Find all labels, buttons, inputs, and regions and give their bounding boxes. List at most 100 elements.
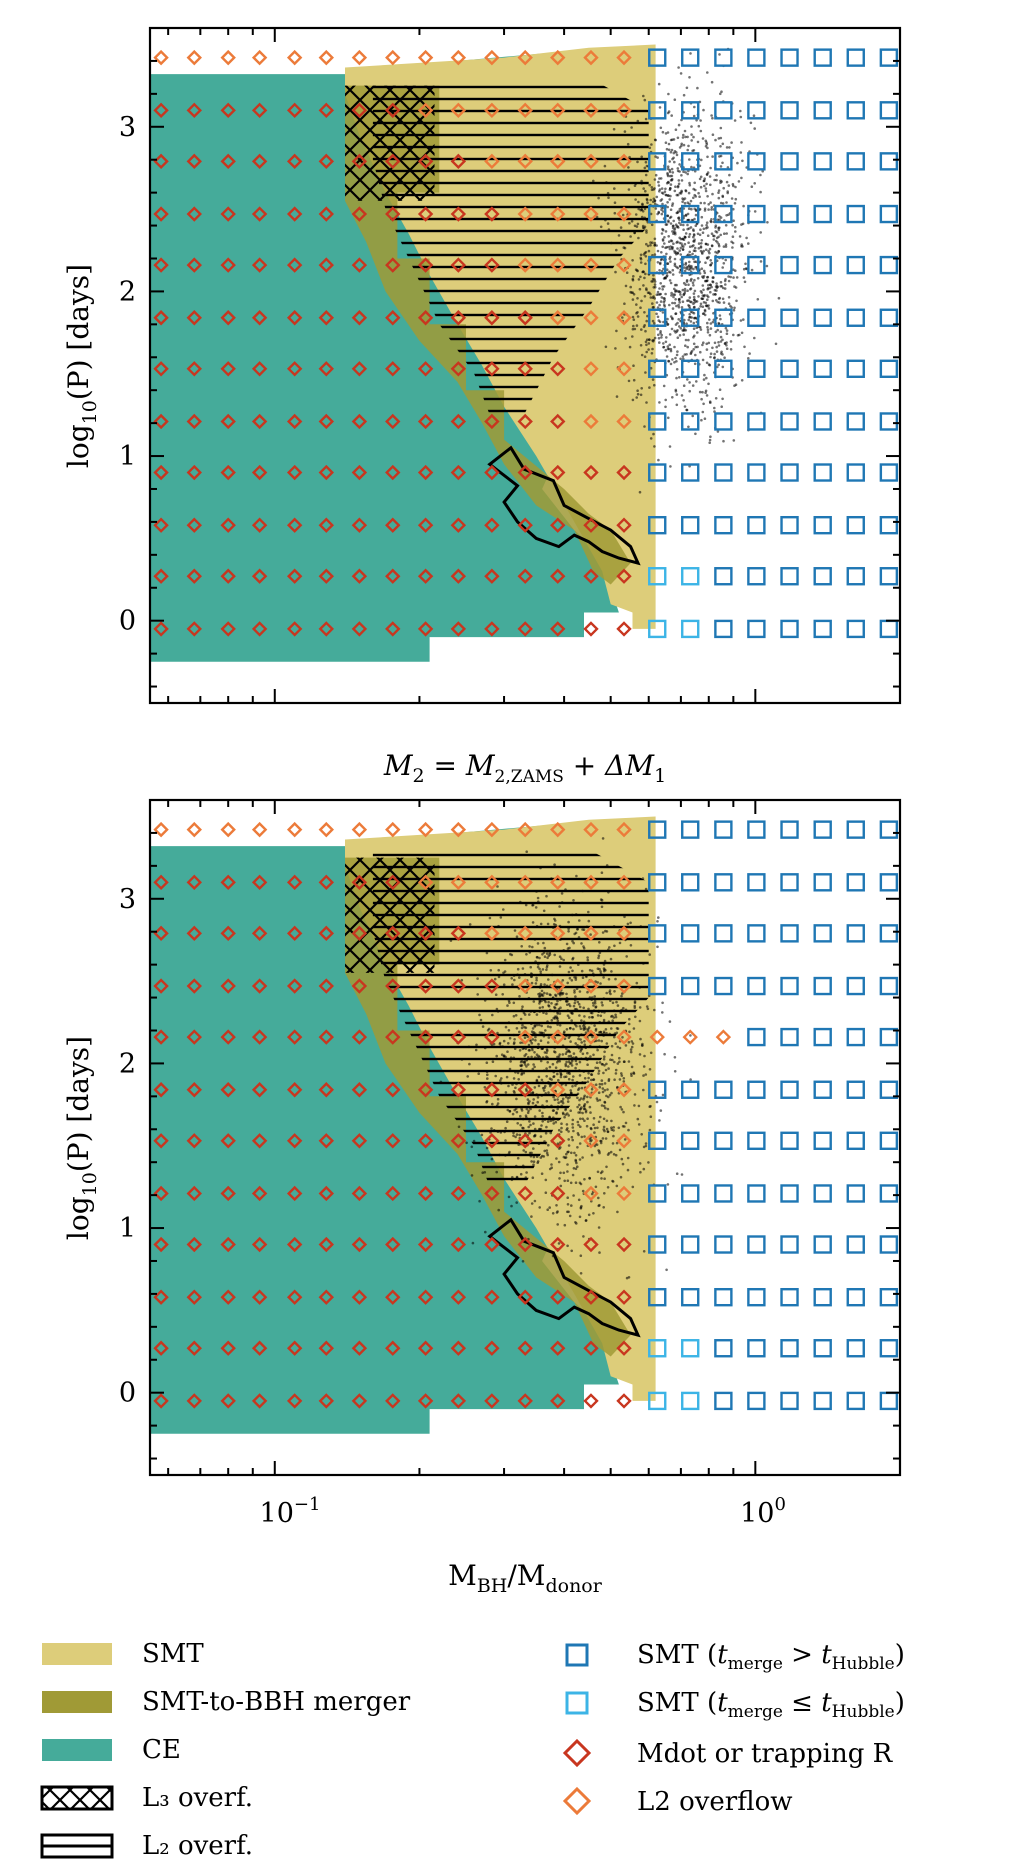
scatter-point [683,405,687,408]
scatter-point [610,1091,613,1095]
grid-diamond-marker [450,413,467,430]
scatter-point [533,1127,537,1131]
grid-square-marker [813,1131,832,1150]
grid-square-marker [681,1339,700,1358]
scatter-point [667,240,671,243]
grid-diamond-marker [220,153,236,170]
scatter-point [666,205,669,209]
scatter-point [561,1082,564,1086]
scatter-point [616,1027,620,1030]
scatter-point [620,1074,624,1077]
grid-diamond-marker [251,49,268,66]
scatter-point [696,277,700,280]
grid-square-marker [813,1027,832,1047]
scatter-point [562,958,565,962]
scatter-point [535,890,538,893]
scatter-point [759,231,762,234]
scatter-point [601,1137,605,1140]
scatter-point [669,183,673,186]
scatter-point [620,994,623,998]
scatter-point [655,293,659,297]
scatter-point [668,343,671,347]
scatter-point [548,1065,552,1069]
scatter-point [689,287,693,290]
scatter-point [701,137,705,140]
scatter-point [532,1000,536,1003]
grid-diamond-marker [417,102,434,119]
scatter-point [712,238,716,241]
scatter-point [481,1025,485,1028]
scatter-point [565,1095,568,1099]
scatter-point [675,304,678,308]
scatter-point [718,388,722,392]
scatter-point [540,1047,543,1051]
scatter-point [555,1157,558,1160]
scatter-point [732,207,735,211]
scatter-point [531,1101,535,1105]
grid-square-marker [780,567,799,586]
scatter-point [513,978,516,982]
scatter-point [711,320,715,324]
scatter-point [528,1106,531,1109]
scatter-point [592,1078,596,1081]
scatter-point [713,410,716,413]
scatter-point [690,300,693,304]
scatter-point [622,1110,625,1114]
scatter-point [538,999,541,1002]
scatter-point [646,1007,650,1011]
scatter-point [646,244,650,248]
scatter-point [599,970,602,973]
scatter-point [558,1012,562,1015]
grid-diamond-marker [417,1029,434,1045]
scatter-point [624,1008,628,1012]
grid-square-marker [681,1235,700,1254]
scatter-point [709,283,712,287]
grid-square-marker [780,924,799,943]
scatter-point [664,292,667,296]
scatter-point [748,352,751,355]
scatter-point [642,1088,645,1092]
scatter-point [742,267,746,271]
scatter-point [532,1063,535,1066]
legend-marker-square-light [565,1691,589,1715]
scatter-point [546,1020,549,1023]
scatter-point [598,1098,602,1102]
scatter-point [689,52,692,55]
scatter-point [659,1109,663,1112]
scatter-point [648,953,651,956]
scatter-point [586,1063,589,1066]
scatter-point [602,969,606,973]
scatter-point [525,953,528,956]
grid-square-marker [846,1131,865,1150]
scatter-point [727,279,731,283]
scatter-point [576,1120,580,1124]
grid-square-marker [780,1235,799,1254]
grid-diamond-marker [583,257,599,273]
scatter-point [604,1068,608,1072]
scatter-point [660,198,664,201]
svg-text:L₂ overf.: L₂ overf. [142,1831,253,1861]
scatter-point [631,1185,635,1189]
scatter-point [529,1010,533,1013]
scatter-point [536,1096,540,1099]
scatter-point [680,174,683,177]
scatter-point [667,219,670,222]
scatter-point [649,212,653,216]
scatter-point [542,909,546,913]
grid-diamond-marker [186,464,202,481]
scatter-point [678,376,681,379]
scatter-point [622,246,626,249]
scatter-point [557,1242,561,1245]
scatter-point [753,210,757,213]
scatter-point [603,1050,606,1054]
scatter-point [666,1183,670,1186]
scatter-point [632,318,636,322]
grid-square-marker [714,101,733,120]
grid-diamond-marker [286,1029,303,1045]
grid-diamond-marker [220,568,236,584]
scatter-point [673,98,677,101]
legend-item-smt-bbh: SMT-to-BBH merger [42,1687,411,1717]
scatter-point [663,242,666,245]
grid-diamond-marker [649,1029,665,1045]
scatter-point [653,253,657,256]
